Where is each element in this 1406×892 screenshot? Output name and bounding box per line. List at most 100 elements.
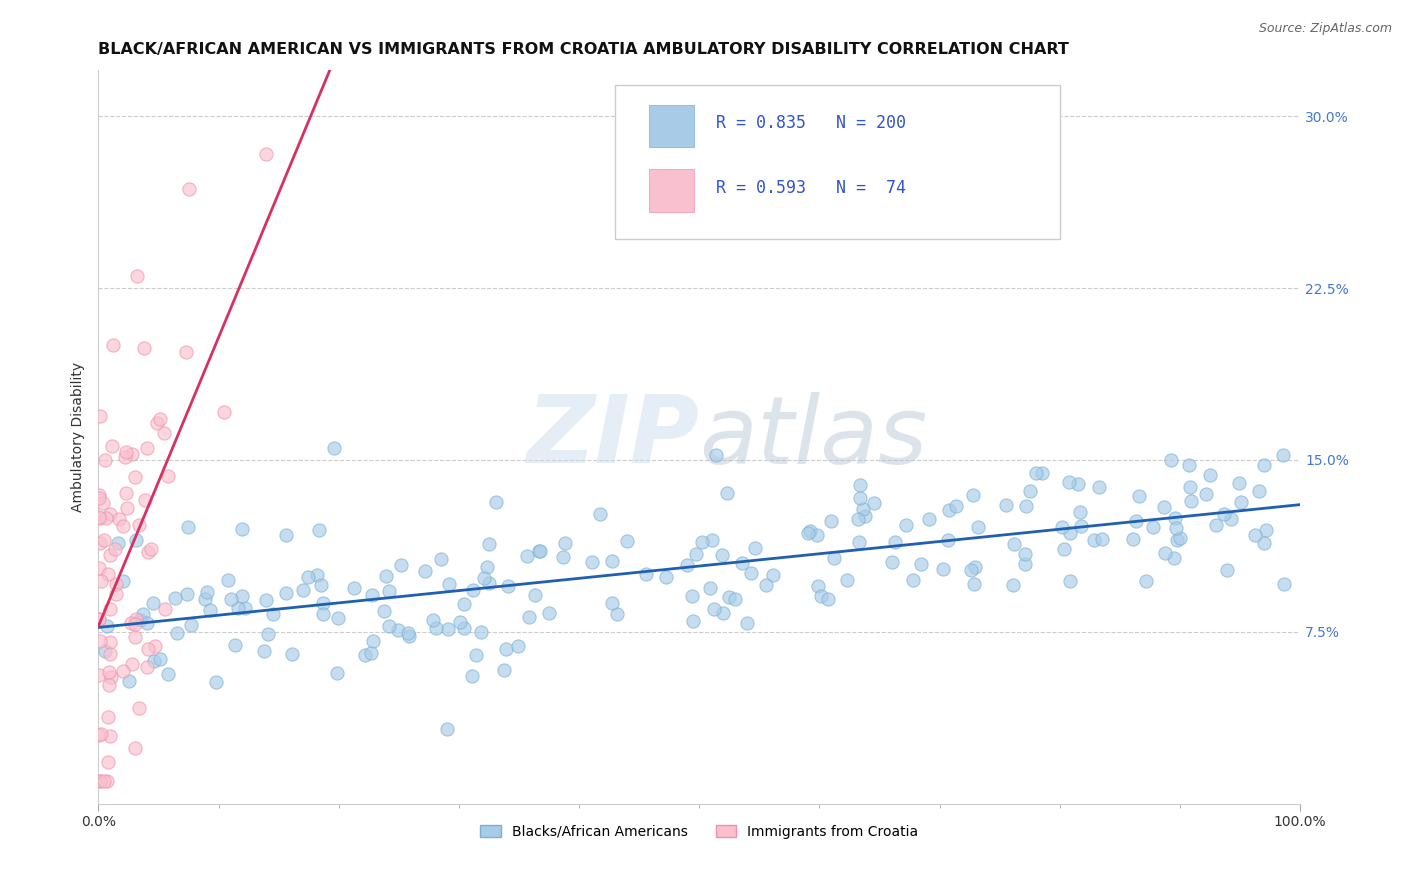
- Point: [710, 548, 733, 562]
- Point: [918, 512, 941, 526]
- Point: [143, 654, 166, 668]
- Point: [945, 499, 967, 513]
- Point: [425, 621, 447, 635]
- Point: [89, 773, 111, 788]
- Point: [155, 602, 177, 616]
- Point: [378, 618, 401, 632]
- Point: [703, 601, 725, 615]
- Point: [231, 522, 253, 536]
- Point: [224, 639, 246, 653]
- Point: [96, 511, 118, 525]
- Point: [194, 592, 217, 607]
- Point: [1128, 489, 1150, 503]
- Point: [1052, 520, 1074, 534]
- Point: [797, 525, 820, 540]
- Point: [200, 603, 222, 617]
- Point: [253, 644, 276, 658]
- Point: [174, 344, 197, 359]
- Point: [180, 617, 202, 632]
- Point: [96, 619, 118, 633]
- Point: [361, 588, 384, 602]
- Point: [89, 409, 111, 424]
- Point: [995, 498, 1018, 512]
- Point: [128, 613, 150, 627]
- Point: [495, 641, 517, 656]
- Point: [323, 441, 346, 455]
- Point: [308, 524, 330, 538]
- Point: [1247, 483, 1270, 498]
- Point: [254, 593, 277, 607]
- Point: [311, 596, 333, 610]
- Point: [100, 670, 122, 684]
- Point: [120, 616, 142, 631]
- Point: [98, 549, 121, 563]
- Point: [141, 542, 163, 557]
- Point: [702, 533, 724, 548]
- Point: [107, 536, 129, 550]
- Point: [682, 614, 704, 628]
- Point: [600, 596, 623, 610]
- Point: [177, 182, 200, 196]
- Point: [636, 566, 658, 581]
- Point: [938, 503, 960, 517]
- Text: ZIP: ZIP: [526, 391, 699, 483]
- Point: [132, 607, 155, 622]
- Point: [437, 622, 460, 636]
- Point: [848, 535, 870, 549]
- Point: [706, 448, 728, 462]
- Point: [581, 555, 603, 569]
- Point: [470, 625, 492, 640]
- Point: [134, 492, 156, 507]
- Point: [387, 623, 409, 637]
- Point: [125, 612, 148, 626]
- Point: [472, 571, 495, 585]
- Point: [936, 533, 959, 547]
- Point: [156, 469, 179, 483]
- Point: [97, 756, 120, 770]
- Point: [894, 517, 917, 532]
- Point: [524, 588, 547, 602]
- Point: [967, 520, 990, 534]
- Point: [1070, 518, 1092, 533]
- Point: [135, 660, 157, 674]
- Point: [494, 663, 516, 677]
- Point: [852, 502, 875, 516]
- Point: [600, 554, 623, 568]
- Point: [104, 542, 127, 557]
- Point: [204, 675, 226, 690]
- Point: [363, 634, 385, 648]
- Point: [810, 589, 832, 603]
- Point: [655, 570, 678, 584]
- Point: [105, 577, 128, 591]
- Point: [297, 570, 319, 584]
- Point: [89, 634, 111, 648]
- Point: [226, 601, 249, 615]
- Point: [453, 621, 475, 635]
- Point: [132, 341, 155, 355]
- Point: [685, 548, 707, 562]
- Point: [422, 613, 444, 627]
- Point: [373, 604, 395, 618]
- Point: [1125, 514, 1147, 528]
- Point: [124, 616, 146, 631]
- Point: [1163, 550, 1185, 565]
- Point: [1227, 475, 1250, 490]
- Point: [806, 528, 828, 542]
- Point: [281, 647, 304, 661]
- Point: [1018, 483, 1040, 498]
- Point: [115, 445, 138, 459]
- Point: [1067, 477, 1090, 491]
- Point: [87, 491, 110, 505]
- Point: [880, 555, 903, 569]
- Point: [149, 652, 172, 666]
- Text: BLACK/AFRICAN AMERICAN VS IMMIGRANTS FROM CROATIA AMBULATORY DISABILITY CORRELAT: BLACK/AFRICAN AMERICAN VS IMMIGRANTS FRO…: [98, 42, 1070, 57]
- Point: [124, 470, 146, 484]
- Point: [1253, 536, 1275, 550]
- Point: [328, 610, 350, 624]
- Point: [1178, 479, 1201, 493]
- Point: [711, 607, 734, 621]
- Point: [1014, 547, 1036, 561]
- Point: [136, 641, 159, 656]
- Bar: [648, 169, 695, 212]
- Point: [217, 574, 239, 588]
